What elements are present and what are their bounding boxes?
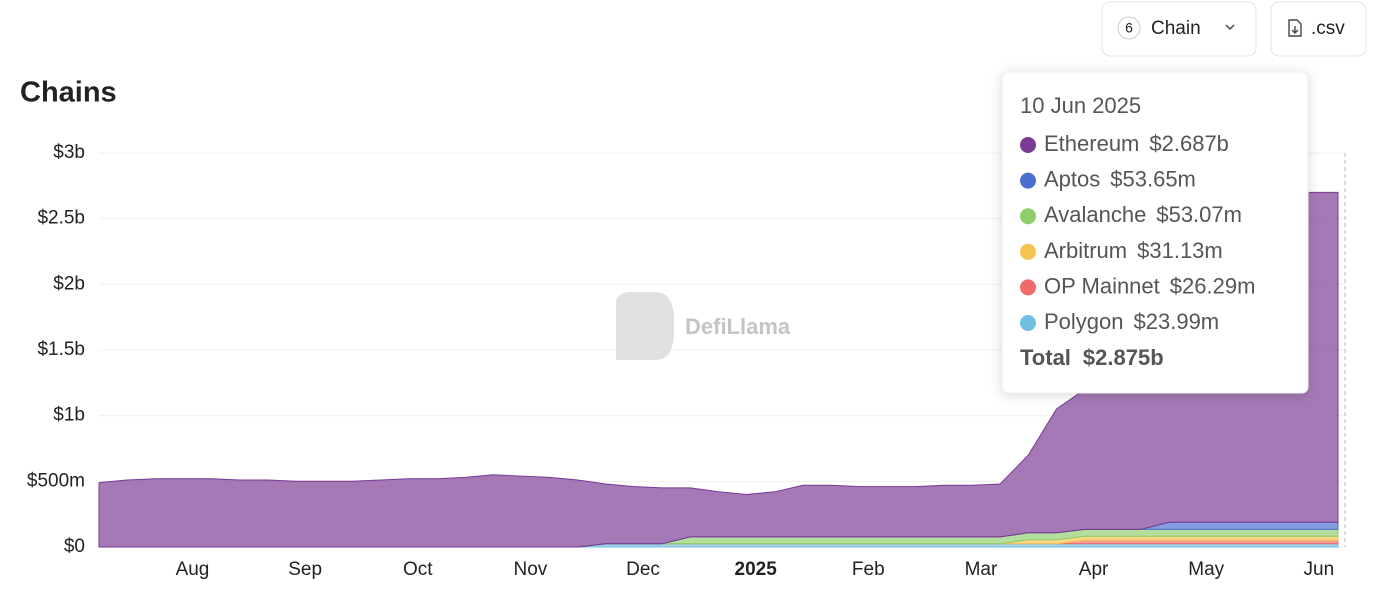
tooltip-value: $53.65m: [1110, 166, 1196, 191]
chart-title: Chains: [20, 77, 117, 109]
x-tick-label: Oct: [403, 559, 433, 580]
tooltip-row: Aptos $53.65m: [1044, 166, 1196, 191]
total-value: $2.875b: [1083, 345, 1164, 370]
download-icon: [1288, 19, 1302, 37]
csv-button[interactable]: [1270, 1, 1367, 57]
legend-name: Arbitrum: [1044, 238, 1127, 263]
tooltip-value: $26.29m: [1170, 273, 1256, 298]
x-tick-label: Aug: [176, 559, 210, 580]
tooltip-value: $2.687b: [1149, 131, 1229, 156]
tooltip-value: $23.99m: [1134, 309, 1220, 334]
watermark: DefiLlama: [685, 314, 791, 339]
tooltip-value: $31.13m: [1137, 238, 1223, 263]
y-tick-label: $3b: [53, 142, 85, 163]
legend-name: Aptos: [1044, 166, 1100, 191]
chain-button[interactable]: [1101, 1, 1257, 57]
legend-name: Ethereum: [1044, 131, 1139, 156]
chain-label: Chain: [1151, 18, 1201, 39]
tooltip-row: Polygon $23.99m: [1044, 309, 1219, 334]
legend-dot: [1020, 172, 1036, 189]
x-tick-label: 2025: [735, 559, 778, 580]
chain-count: 6: [1125, 20, 1133, 36]
x-tick-label: Jun: [1304, 559, 1335, 580]
y-tick-label: $1b: [53, 405, 85, 426]
tooltip-box: [1001, 71, 1309, 394]
y-tick-label: $500m: [27, 470, 85, 491]
legend-dot: [1020, 279, 1036, 296]
tooltip-row: OP Mainnet $26.29m: [1044, 273, 1255, 298]
y-tick-label: $1.5b: [37, 339, 85, 360]
x-tick-label: Feb: [852, 559, 885, 580]
x-tick-label: Sep: [288, 559, 322, 580]
legend-name: OP Mainnet: [1044, 273, 1160, 298]
x-tick-label: Dec: [626, 559, 660, 580]
tooltip-value: $53.07m: [1156, 202, 1242, 227]
area: [98, 191, 1339, 548]
tooltip-total: Total $2.875b: [1020, 345, 1164, 370]
chevron: [1225, 24, 1235, 31]
x-tick-label: Mar: [965, 559, 998, 580]
legend-name: Polygon: [1044, 309, 1124, 334]
legend-dot: [1020, 208, 1036, 225]
count-badge: [1117, 16, 1141, 40]
y-tick-label: $2.5b: [37, 208, 85, 229]
x-tick-label: May: [1188, 559, 1224, 580]
tooltip-row: Ethereum $2.687b: [1044, 131, 1229, 156]
total-text: Total: [1020, 345, 1071, 370]
legend-name: Avalanche: [1044, 202, 1146, 227]
x-tick-label: Nov: [513, 559, 547, 580]
y-tick-label: $2b: [53, 273, 85, 294]
tooltip-row: Avalanche $53.07m: [1044, 202, 1242, 227]
tooltip-row: Arbitrum $31.13m: [1044, 238, 1223, 263]
legend-dot: [1020, 315, 1036, 331]
y-tick-label: $0: [64, 536, 85, 557]
csv-label: .csv: [1311, 18, 1345, 39]
legend-dot: [1020, 243, 1036, 260]
legend-dot: [1020, 137, 1036, 153]
watermark-logo: [616, 292, 674, 360]
tooltip-date: 10 Jun 2025: [1020, 93, 1141, 118]
x-tick-label: Apr: [1079, 559, 1109, 580]
